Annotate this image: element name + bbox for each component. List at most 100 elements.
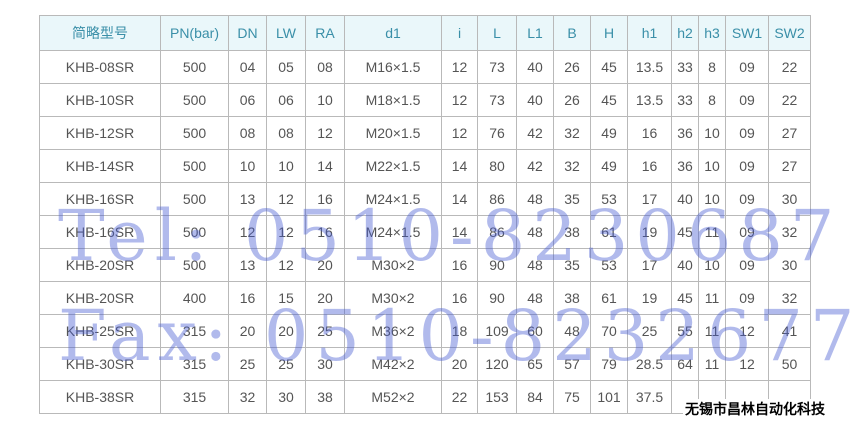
table-cell: 60 [516,314,554,348]
table-cell: 48 [516,281,554,315]
table-cell: 09 [725,50,769,84]
table-cell: M30×2 [344,281,442,315]
table-cell: 50 [768,347,811,381]
table-cell: 08 [266,116,306,150]
table-row: KHB-25SR 315 20 20 25 M36×2 18 109 60 48 70 25 55 11 1… [39,314,811,348]
table-cell: 10 [305,83,345,117]
table-cell: 79 [590,347,628,381]
column-header: H [590,15,628,51]
table-cell: 12 [305,116,345,150]
table-cell: KHB-20SR [39,281,161,315]
table-cell: 48 [553,314,591,348]
table-cell: 90 [477,248,517,282]
table-cell: 32 [768,215,811,249]
table-cell: KHB-14SR [39,149,161,183]
table-cell: 86 [477,182,517,216]
table-cell: 35 [553,248,591,282]
table-cell: 500 [160,50,229,84]
table-cell: 48 [516,182,554,216]
table-cell: 73 [477,83,517,117]
table-cell: 16 [627,116,672,150]
table-cell: 16 [627,149,672,183]
table-cell: 22 [768,83,811,117]
table-cell: 20 [228,314,267,348]
table-cell: 45 [590,50,628,84]
table-cell: 315 [160,314,229,348]
column-header: i [441,15,478,51]
table-cell: 12 [441,83,478,117]
table-cell: 38 [553,281,591,315]
table-cell: 15 [266,281,306,315]
table-cell: 05 [266,50,306,84]
table-cell: 500 [160,116,229,150]
column-header: PN(bar) [160,15,229,51]
table-cell: 16 [441,281,478,315]
table-cell: 14 [441,149,478,183]
table-cell: 500 [160,83,229,117]
table-cell: 26 [553,83,591,117]
table-cell: 12 [725,314,769,348]
table-cell: 48 [516,215,554,249]
table-cell: 04 [228,50,267,84]
table-cell: 25 [266,347,306,381]
table-cell: 400 [160,281,229,315]
table-cell: 10 [266,149,306,183]
table-cell: 18 [441,314,478,348]
table-cell: 09 [725,248,769,282]
table-cell: 09 [725,215,769,249]
table-cell: 09 [725,149,769,183]
table-cell: 109 [477,314,517,348]
table-cell: 30 [266,380,306,414]
column-header: LW [266,15,306,51]
column-header: L [477,15,517,51]
table-cell: 32 [768,281,811,315]
table-cell: 25 [305,314,345,348]
table-cell: 500 [160,248,229,282]
table-cell: KHB-16SR [39,215,161,249]
table-cell: 315 [160,347,229,381]
table-cell: 13 [228,182,267,216]
table-cell: 41 [768,314,811,348]
table-cell: 30 [768,182,811,216]
table-cell: 75 [553,380,591,414]
table-cell: 12 [725,347,769,381]
table-cell: 40 [516,83,554,117]
table-cell: 12 [228,215,267,249]
table-cell: 16 [305,182,345,216]
table-row: KHB-10SR 500 06 06 10 M18×1.5 12 73 40 26 45 13.5 33… [39,83,811,117]
table-cell: 08 [228,116,267,150]
table-cell: 12 [266,215,306,249]
table-cell: 40 [671,182,699,216]
table-cell: 30 [305,347,345,381]
table-cell: 11 [698,215,726,249]
table-row: KHB-20SR 400 16 15 20 M30×2 16 90 48 38 61 19 45 11 09… [39,281,811,315]
table-cell: 76 [477,116,517,150]
table-cell: M22×1.5 [344,149,442,183]
table-cell: 28.5 [627,347,672,381]
table-cell: 12 [266,248,306,282]
table-cell: 27 [768,149,811,183]
table-cell: 13.5 [627,50,672,84]
table-cell: 09 [725,116,769,150]
table-row: KHB-38SR 315 32 30 38 M52×2 22 153 84 75 101 37.5 [39,380,811,414]
table-cell: 06 [266,83,306,117]
table-cell: 16 [441,248,478,282]
table-row: KHB-08SR 500 04 05 08 M16×1.5 12 73 40 26 45 13.5 33… [39,50,811,84]
table-cell: 36 [671,116,699,150]
table-cell: 10 [228,149,267,183]
table-cell: 09 [725,182,769,216]
table-cell: 16 [228,281,267,315]
table-cell: M42×2 [344,347,442,381]
table-cell: M52×2 [344,380,442,414]
table-cell: M36×2 [344,314,442,348]
table-cell: 73 [477,50,517,84]
table-cell: 17 [627,182,672,216]
table-cell: 14 [305,149,345,183]
table-row: KHB-12SR 500 08 08 12 M20×1.5 12 76 42 32 49 16 36 10… [39,116,811,150]
table-cell: 19 [627,281,672,315]
column-header: h2 [671,15,699,51]
column-header: SW1 [725,15,769,51]
table-cell: 55 [671,314,699,348]
table-cell: 20 [441,347,478,381]
